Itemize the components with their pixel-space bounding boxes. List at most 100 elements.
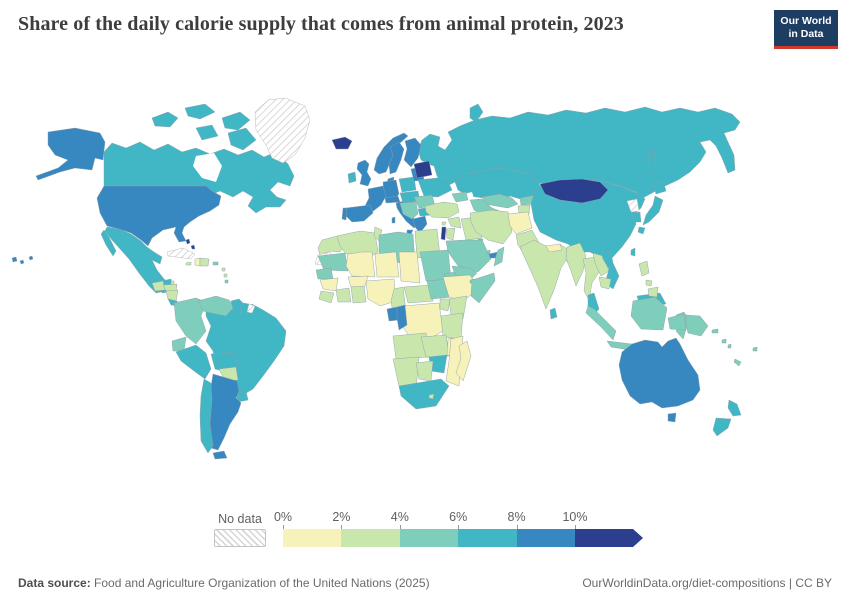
country-usa-alaska[interactable] <box>35 127 106 181</box>
country-nz-north[interactable] <box>727 399 742 417</box>
country-guatemala[interactable] <box>151 280 166 292</box>
country-afghanistan[interactable] <box>507 211 533 235</box>
country-syria[interactable] <box>447 216 462 229</box>
legend-bin-6-8%[interactable] <box>458 529 517 547</box>
country-solomons-2[interactable] <box>727 343 732 349</box>
country-sweden[interactable] <box>388 141 405 175</box>
country-zambia[interactable] <box>420 334 450 358</box>
country-somalia[interactable] <box>470 272 496 304</box>
country-colombia[interactable] <box>173 297 207 345</box>
country-ecuador[interactable] <box>171 336 187 352</box>
country-nepal[interactable] <box>545 243 563 253</box>
country-japan-honshu[interactable] <box>642 195 664 226</box>
country-greenland[interactable] <box>254 97 311 164</box>
country-mongolia[interactable] <box>539 178 609 204</box>
country-french-guiana[interactable] <box>246 303 256 314</box>
country-nigeria[interactable] <box>365 278 397 307</box>
country-taiwan[interactable] <box>630 247 636 257</box>
country-indonesia-kalimantan[interactable] <box>630 296 668 331</box>
country-lesser-antilles-2[interactable] <box>223 273 228 278</box>
legend-bin-4-6%[interactable] <box>399 529 459 547</box>
country-png[interactable] <box>685 314 709 337</box>
country-laos[interactable] <box>592 252 610 277</box>
country-greece[interactable] <box>412 215 428 234</box>
country-philippines-mindanao[interactable] <box>647 286 659 298</box>
legend-bin-10%+[interactable] <box>574 529 634 547</box>
country-cuba[interactable] <box>166 247 196 260</box>
country-usa-hawaii-1[interactable] <box>11 256 18 263</box>
country-belarus[interactable] <box>413 160 433 179</box>
country-nz-south[interactable] <box>712 417 732 437</box>
country-nicaragua[interactable] <box>165 289 179 302</box>
country-caucasus[interactable] <box>451 191 469 203</box>
country-australia[interactable] <box>618 337 701 409</box>
country-finland[interactable] <box>403 137 422 168</box>
country-cambodia[interactable] <box>598 276 612 290</box>
country-botswana[interactable] <box>415 360 434 382</box>
country-iran[interactable] <box>469 209 513 245</box>
country-mauritania[interactable] <box>317 252 349 272</box>
country-philippines-visayas[interactable] <box>645 279 653 287</box>
country-balkans[interactable] <box>399 201 419 220</box>
country-chad[interactable] <box>398 251 421 284</box>
country-cote-divoire[interactable] <box>335 287 352 303</box>
country-png-new-britain[interactable] <box>711 328 719 334</box>
country-oman[interactable] <box>493 246 505 267</box>
country-mexico-baja[interactable] <box>100 229 117 257</box>
country-russia-sakhalin[interactable] <box>647 149 657 174</box>
country-italy-sardinia[interactable] <box>391 216 396 224</box>
country-saudi-arabia[interactable] <box>445 239 492 273</box>
country-jamaica[interactable] <box>185 261 192 266</box>
country-japan-kyushu[interactable] <box>637 226 646 235</box>
country-venezuela[interactable] <box>197 295 235 317</box>
country-sri-lanka[interactable] <box>549 307 558 320</box>
country-lesser-antilles-1[interactable] <box>221 267 226 272</box>
country-fiji[interactable] <box>752 346 758 352</box>
country-madagascar[interactable] <box>455 340 472 382</box>
country-myanmar[interactable] <box>565 242 587 287</box>
legend-bin-2-4%[interactable] <box>341 529 400 547</box>
country-usa-hawaii-3[interactable] <box>28 255 34 261</box>
country-ireland[interactable] <box>347 171 357 184</box>
country-japan-hokkaido[interactable] <box>652 180 667 195</box>
country-south-africa[interactable] <box>398 378 450 410</box>
country-indonesia-west-papua[interactable] <box>667 313 687 331</box>
country-puerto-rico[interactable] <box>212 261 219 266</box>
country-trinidad[interactable] <box>224 279 229 284</box>
country-liberia[interactable] <box>318 290 335 304</box>
country-mali[interactable] <box>345 251 376 278</box>
country-peru[interactable] <box>175 344 212 380</box>
country-qatar[interactable] <box>486 249 491 255</box>
country-niger[interactable] <box>374 251 400 278</box>
country-congo[interactable] <box>396 304 408 331</box>
country-ukraine[interactable] <box>417 176 453 198</box>
country-burkina-faso[interactable] <box>347 275 369 288</box>
country-brazil[interactable] <box>205 303 287 397</box>
country-tajikistan[interactable] <box>517 204 531 215</box>
country-canada-arctic-3[interactable] <box>221 111 251 131</box>
country-australia-tasmania[interactable] <box>667 412 677 423</box>
country-north-korea[interactable] <box>626 198 640 213</box>
owid-logo[interactable]: Our World in Data <box>774 10 838 49</box>
country-tierra-del-fuego[interactable] <box>212 450 228 460</box>
country-philippines-luzon[interactable] <box>638 260 650 277</box>
legend-bin-0-2%[interactable] <box>283 529 342 547</box>
country-haiti[interactable] <box>194 257 201 267</box>
country-uganda[interactable] <box>439 298 451 312</box>
country-argentina[interactable] <box>207 373 242 451</box>
country-usa-hawaii-2[interactable] <box>19 259 25 265</box>
country-portugal[interactable] <box>341 207 348 221</box>
country-israel[interactable] <box>440 226 447 241</box>
country-jordan[interactable] <box>445 227 456 241</box>
attribution-link[interactable]: OurWorldinData.org/diet-compositions | C… <box>582 576 832 590</box>
country-turkey[interactable] <box>424 201 460 219</box>
country-canada-arctic-1[interactable] <box>151 111 179 128</box>
country-russia-novaya-zemlya[interactable] <box>469 103 484 123</box>
country-canada[interactable] <box>103 141 295 214</box>
country-canada-baffin[interactable] <box>227 127 257 151</box>
country-uk[interactable] <box>356 159 372 187</box>
country-lesotho[interactable] <box>428 393 435 400</box>
country-poland[interactable] <box>398 176 417 193</box>
country-bahamas-1[interactable] <box>185 238 191 245</box>
